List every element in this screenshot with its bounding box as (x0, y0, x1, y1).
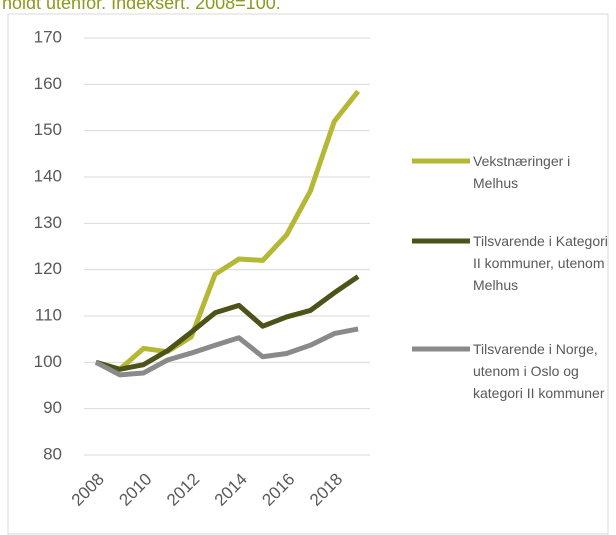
x-tick-label: 2012 (163, 470, 203, 510)
y-tick-label: 110 (35, 305, 62, 324)
y-tick-label: 170 (34, 27, 62, 46)
legend-label: Tilsvarende i Kategori II kommuner, uten… (473, 233, 608, 293)
legend-label: Tilsvarende i Norge, utenom i Oslo og ka… (473, 341, 605, 401)
y-tick-label: 140 (34, 166, 62, 185)
x-tick-label: 2016 (258, 470, 298, 510)
chart-frame (7, 13, 609, 535)
y-tick-label: 160 (34, 74, 62, 93)
y-tick-label: 100 (34, 352, 62, 371)
series-line (95, 274, 360, 372)
x-tick-label: 2008 (68, 470, 108, 510)
y-tick-label: 120 (34, 259, 62, 278)
y-tick-label: 130 (34, 213, 62, 232)
x-tick-label: 2010 (115, 470, 155, 510)
chart-title: holdt utenfor. Indeksert. 2008=100. (2, 0, 281, 13)
y-tick-label: 90 (43, 398, 62, 417)
legend-label: Vekstnæringer i Melhus (473, 153, 571, 191)
y-tick-label: 80 (43, 444, 62, 463)
series-line (95, 89, 361, 372)
x-tick-label: 2018 (306, 470, 346, 510)
series-line (94, 326, 359, 378)
y-tick-label: 150 (34, 120, 62, 139)
x-tick-label: 2014 (211, 470, 251, 510)
